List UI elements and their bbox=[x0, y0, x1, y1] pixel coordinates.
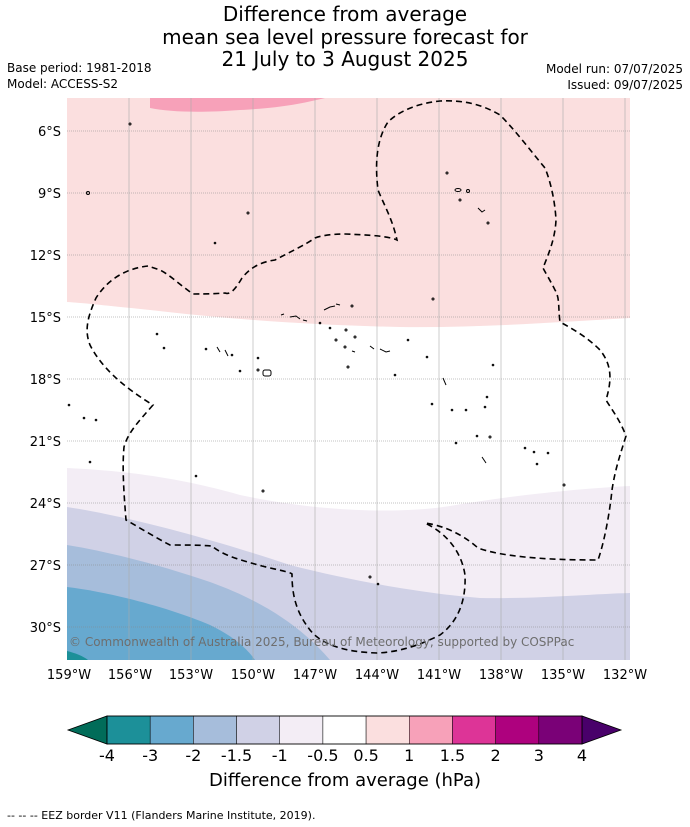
colorbar-under-triangle bbox=[66, 715, 108, 745]
band-plus-0-5 bbox=[67, 98, 630, 328]
colorbar-tick-label: -1 bbox=[272, 746, 288, 765]
map-copyright: © Commonwealth of Australia 2025, Bureau… bbox=[69, 635, 574, 649]
chart-title: Difference from average mean sea level p… bbox=[0, 3, 690, 71]
lon-label: 159°W bbox=[47, 668, 91, 683]
lat-label: 27°S bbox=[30, 559, 61, 574]
colorbar-tick-label: 1.5 bbox=[440, 746, 465, 765]
issued-date: Issued: 09/07/2025 bbox=[567, 78, 683, 92]
map-panel: © Commonwealth of Australia 2025, Bureau… bbox=[67, 98, 630, 660]
lat-label: 9°S bbox=[38, 187, 61, 202]
title-line-1: Difference from average bbox=[222, 2, 468, 26]
band-plus-1 bbox=[150, 98, 325, 112]
lon-label: 150°W bbox=[231, 668, 275, 683]
colorbar-title: Difference from average (hPa) bbox=[208, 770, 482, 791]
colorbar-tick-label: -2 bbox=[185, 746, 201, 765]
lon-label: 153°W bbox=[169, 668, 213, 683]
colorbar-segment bbox=[495, 715, 540, 745]
colorbar: -4 -3 -2 -1.5 -1 -0.5 0.5 1 1.5 2 3 4 bbox=[66, 715, 623, 765]
lat-label: 30°S bbox=[30, 621, 61, 636]
model-name: Model: ACCESS-S2 bbox=[7, 77, 119, 91]
model-run: Model run: 07/07/2025 bbox=[545, 62, 683, 76]
colorbar-tick-label: 1 bbox=[404, 746, 414, 765]
colorbar-segment bbox=[279, 715, 324, 745]
lon-label: 156°W bbox=[108, 668, 152, 683]
colorbar-segment bbox=[365, 715, 410, 745]
colorbar-tick-label: -4 bbox=[99, 746, 115, 765]
colorbar-tick-label: -0.5 bbox=[307, 746, 338, 765]
lat-labels: 6°S 9°S 12°S 15°S 18°S 21°S 24°S 27°S 30… bbox=[30, 125, 61, 636]
eez-source-note: -- -- -- EEZ border V11 (Flanders Marine… bbox=[7, 809, 316, 822]
colorbar-segment bbox=[149, 715, 194, 745]
lon-label: 138°W bbox=[479, 668, 523, 683]
colorbar-segment bbox=[409, 715, 453, 745]
lon-label: 132°W bbox=[603, 668, 647, 683]
lat-label: 18°S bbox=[30, 373, 61, 388]
meta-left: Base period: 1981-2018 Model: ACCESS-S2 bbox=[7, 60, 152, 92]
colorbar-tick-label: -1.5 bbox=[221, 746, 252, 765]
lat-label: 21°S bbox=[30, 435, 61, 450]
colorbar-segment bbox=[538, 715, 583, 745]
base-period: Base period: 1981-2018 bbox=[7, 61, 152, 75]
colorbar-segment bbox=[106, 715, 151, 745]
band-minus-2 bbox=[67, 587, 255, 660]
colorbar-segment bbox=[322, 715, 367, 745]
colorbar-frame bbox=[106, 715, 583, 745]
lon-label: 141°W bbox=[417, 668, 461, 683]
colorbar-tick-label: 0.5 bbox=[353, 746, 378, 765]
colorbar-segment bbox=[452, 715, 496, 745]
lon-label: 147°W bbox=[293, 668, 337, 683]
gridlines bbox=[67, 98, 630, 660]
colorbar-tick-label: 2 bbox=[491, 746, 501, 765]
colorbar-tick-label: 4 bbox=[577, 746, 587, 765]
colorbar-segment bbox=[236, 715, 280, 745]
colorbar-tick-label: 3 bbox=[534, 746, 544, 765]
lon-label: 135°W bbox=[541, 668, 585, 683]
title-line-2: mean sea level pressure forecast for bbox=[162, 24, 528, 49]
band-minus-3 bbox=[67, 651, 88, 660]
lat-label: 12°S bbox=[30, 249, 61, 264]
lat-label: 24°S bbox=[30, 497, 61, 512]
lat-label: 6°S bbox=[38, 125, 61, 140]
meta-right: Model run: 07/07/2025 Issued: 09/07/2025 bbox=[546, 61, 683, 93]
colorbar-over-triangle bbox=[581, 715, 623, 745]
eez-border bbox=[86, 100, 627, 654]
lon-label: 144°W bbox=[355, 668, 399, 683]
colorbar-tick-label: -3 bbox=[142, 746, 158, 765]
title-line-3: 21 July to 3 August 2025 bbox=[221, 47, 469, 71]
islands bbox=[67, 122, 566, 586]
colorbar-segment bbox=[193, 715, 237, 745]
lat-label: 15°S bbox=[30, 311, 61, 326]
lon-labels: 159°W 156°W 153°W 150°W 147°W 144°W 141°… bbox=[47, 668, 647, 683]
